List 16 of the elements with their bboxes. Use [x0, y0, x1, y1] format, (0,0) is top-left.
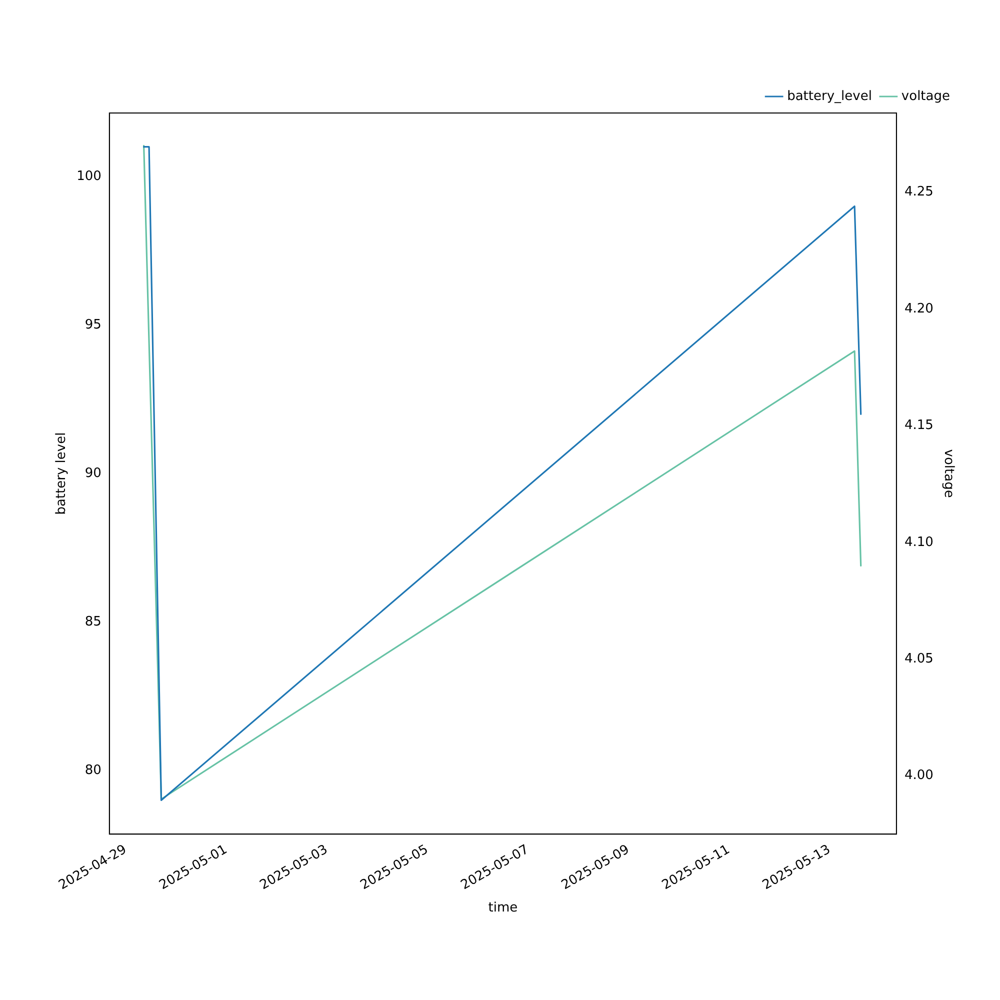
- y2-tick-label: 4.00: [904, 768, 934, 784]
- y2-tick-label: 4.25: [904, 184, 934, 200]
- y2-tick-label: 4.20: [904, 301, 934, 316]
- y-tick-label: 90: [84, 466, 102, 481]
- y2-tick-label: 4.05: [904, 651, 934, 666]
- y2-axis-title: voltage: [940, 449, 956, 498]
- x-axis-title: time: [488, 900, 518, 916]
- y-tick-label: 95: [84, 317, 102, 332]
- legend-label: voltage: [901, 88, 950, 104]
- y-tick-label: 80: [84, 762, 102, 778]
- y2-tick-label: 4.15: [904, 418, 934, 434]
- y2-tick-label: 4.10: [904, 534, 934, 550]
- y-axis-title: battery level: [54, 432, 70, 515]
- legend-label: battery_level: [787, 88, 872, 104]
- y-tick-label: 85: [84, 614, 102, 630]
- y-tick-label: 100: [76, 168, 102, 184]
